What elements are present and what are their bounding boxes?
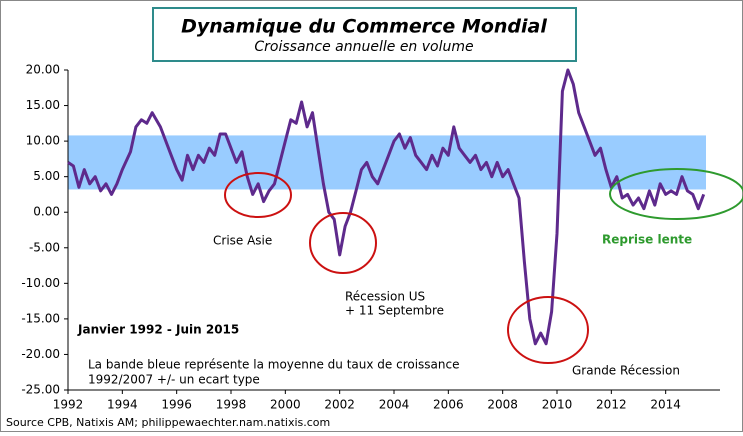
x-tick-label: 2002 bbox=[324, 398, 355, 412]
annotation: 1992/2007 +/- un ecart type bbox=[88, 373, 260, 387]
x-tick-label: 2006 bbox=[433, 398, 464, 412]
x-tick-label: 2010 bbox=[542, 398, 573, 412]
x-tick-label: 2012 bbox=[596, 398, 627, 412]
chart-subtitle: Croissance annuelle en volume bbox=[254, 39, 473, 55]
y-tick-label: -5.00 bbox=[29, 240, 60, 254]
x-tick-label: 2014 bbox=[650, 398, 681, 412]
circle bbox=[224, 172, 292, 218]
y-tick-label: -10.00 bbox=[21, 276, 60, 290]
circle bbox=[507, 296, 589, 364]
y-tick-label: -20.00 bbox=[21, 347, 60, 361]
y-tick-label: 15.00 bbox=[26, 98, 60, 112]
y-tick-label: 20.00 bbox=[26, 63, 60, 77]
y-tick-label: -15.00 bbox=[21, 311, 60, 325]
title-box bbox=[152, 7, 577, 62]
y-tick-label: 10.00 bbox=[26, 134, 60, 148]
y-tick-label: 5.00 bbox=[33, 169, 60, 183]
annotation: Crise Asie bbox=[213, 234, 272, 248]
plot: 20.00 15.00 10.00 5.00 0.00 -5.00 -10.00 -15.00… bbox=[21, 63, 720, 412]
x-tick-label: 2000 bbox=[270, 398, 301, 412]
annotation: Janvier 1992 - Juin 2015 bbox=[77, 323, 239, 337]
annotation: Récession US bbox=[345, 290, 425, 304]
x-tick-label: 1992 bbox=[53, 398, 84, 412]
x-tick-label: 1994 bbox=[107, 398, 138, 412]
circle bbox=[609, 168, 743, 220]
x-tick-label: 1996 bbox=[161, 398, 192, 412]
annotation: + 11 Septembre bbox=[345, 304, 444, 318]
x-tick-label: 2008 bbox=[487, 398, 518, 412]
x-tick-label: 2004 bbox=[379, 398, 410, 412]
x-tick-label: 1998 bbox=[216, 398, 247, 412]
annotation: Reprise lente bbox=[602, 233, 692, 247]
y-tick-label: 0.00 bbox=[33, 205, 60, 219]
annotation: La bande bleue représente la moyenne du … bbox=[88, 358, 460, 372]
circle bbox=[309, 212, 377, 274]
highlights bbox=[224, 168, 743, 364]
y-tick-label: -25.00 bbox=[21, 383, 60, 397]
source: Source CPB, Natixis AM; philippewaechter… bbox=[6, 416, 330, 429]
annotation: Grande Récession bbox=[572, 364, 680, 378]
chart-title: Dynamique du Commerce Mondial bbox=[181, 16, 547, 38]
line bbox=[67, 68, 706, 346]
